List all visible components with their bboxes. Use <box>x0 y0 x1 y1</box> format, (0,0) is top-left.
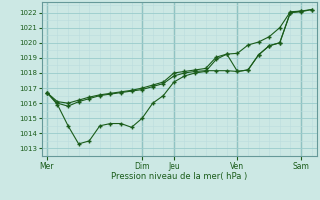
X-axis label: Pression niveau de la mer( hPa ): Pression niveau de la mer( hPa ) <box>111 172 247 181</box>
